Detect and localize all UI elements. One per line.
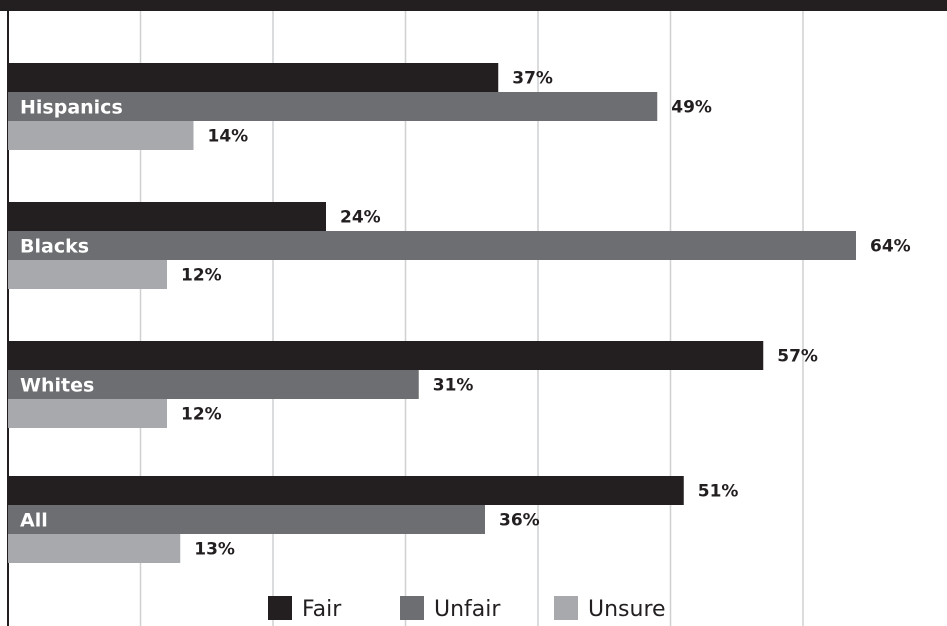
bar-blacks-unfair	[8, 231, 856, 260]
bar-whites-unfair	[8, 370, 419, 399]
group-whites: 57% 31% 12% Whites	[8, 341, 818, 428]
bar-hispanics-fair	[8, 63, 499, 92]
legend: Fair Unfair Unsure	[268, 596, 666, 622]
bar-hispanics-unfair	[8, 92, 658, 121]
legend-swatch-fair	[268, 596, 292, 620]
value-label-whites-fair: 57%	[777, 347, 818, 367]
legend-swatch-unfair	[400, 596, 424, 620]
value-label-hispanics-unsure: 14%	[208, 127, 249, 147]
legend-label-unfair: Unfair	[434, 597, 501, 622]
bar-all-unfair	[8, 505, 485, 534]
value-label-whites-unsure: 12%	[181, 405, 222, 425]
bar-blacks-unsure	[8, 260, 167, 289]
value-label-hispanics-unfair: 49%	[671, 98, 712, 118]
bar-hispanics-unsure	[8, 121, 194, 150]
value-label-all-unsure: 13%	[194, 540, 235, 560]
bar-all-fair	[8, 476, 684, 505]
bar-blacks-fair	[8, 202, 326, 231]
top-bar	[0, 0, 947, 11]
group-all: 51% 36% 13% All	[8, 476, 738, 563]
legend-label-fair: Fair	[302, 597, 342, 622]
bar-whites-unsure	[8, 399, 167, 428]
bar-all-unsure	[8, 534, 181, 563]
category-label-whites: Whites	[20, 375, 94, 397]
group-blacks: 24% 64% 12% Blacks	[8, 202, 911, 289]
value-label-blacks-unfair: 64%	[870, 237, 911, 257]
legend-swatch-unsure	[554, 596, 578, 620]
value-label-whites-unfair: 31%	[433, 376, 474, 396]
category-label-blacks: Blacks	[20, 236, 89, 258]
value-label-all-fair: 51%	[698, 482, 739, 502]
category-label-hispanics: Hispanics	[20, 97, 123, 119]
value-label-blacks-fair: 24%	[340, 208, 381, 228]
value-label-all-unfair: 36%	[499, 511, 540, 531]
category-label-all: All	[20, 510, 48, 532]
group-hispanics: 37% 49% 14% Hispanics	[8, 63, 712, 150]
value-label-hispanics-fair: 37%	[512, 69, 553, 89]
value-label-blacks-unsure: 12%	[181, 266, 222, 286]
bars: 37% 49% 14% Hispanics 24% 64% 12% Blacks 57% 31% 1…	[8, 63, 911, 563]
legend-label-unsure: Unsure	[588, 597, 666, 622]
bar-whites-fair	[8, 341, 764, 370]
